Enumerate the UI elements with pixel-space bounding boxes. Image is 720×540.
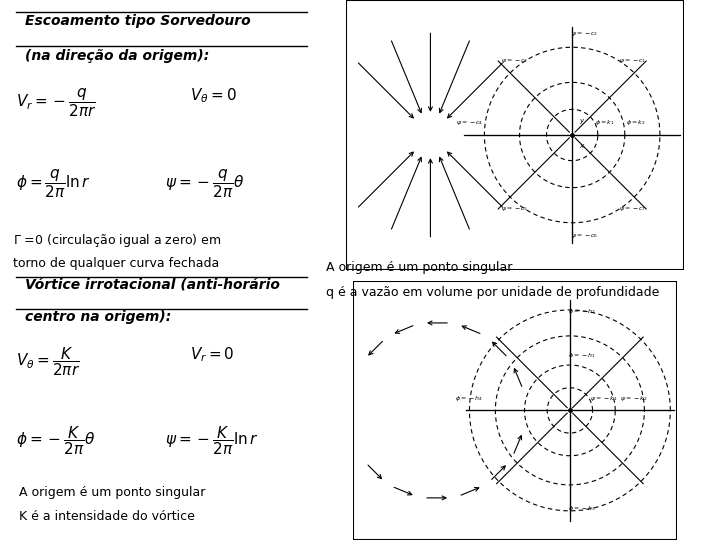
Text: $\phi=k_1$: $\phi=k_1$ xyxy=(595,118,614,127)
Text: Vórtice irrotacional (anti-horário: Vórtice irrotacional (anti-horário xyxy=(25,278,280,292)
Text: $\psi=-c_3$: $\psi=-c_3$ xyxy=(501,57,528,65)
Text: $V_r = 0$: $V_r = 0$ xyxy=(190,346,235,365)
Text: $y$: $y$ xyxy=(579,117,585,126)
Text: $\psi=-c_1$: $\psi=-c_1$ xyxy=(619,57,647,65)
Text: $\psi = -\dfrac{K}{2\pi}\ln r$: $\psi = -\dfrac{K}{2\pi}\ln r$ xyxy=(165,424,258,457)
Text: $\psi=-c_4$: $\psi=-c_4$ xyxy=(456,119,483,127)
Text: $V_r = -\dfrac{q}{2\pi r}$: $V_r = -\dfrac{q}{2\pi r}$ xyxy=(16,86,96,119)
Text: K é a intensidade do vórtice: K é a intensidade do vórtice xyxy=(19,510,195,523)
Text: $\psi=-k_2$: $\psi=-k_2$ xyxy=(620,394,647,403)
Text: $\phi=-h_2$: $\phi=-h_2$ xyxy=(567,307,595,316)
Text: A origem é um ponto singular: A origem é um ponto singular xyxy=(19,486,205,499)
Text: q é a vazão em volume por unidade de profundidade: q é a vazão em volume por unidade de pro… xyxy=(326,286,660,299)
Text: Escoamento tipo Sorvedouro: Escoamento tipo Sorvedouro xyxy=(25,14,251,28)
Text: A origem é um ponto singular: A origem é um ponto singular xyxy=(326,261,513,274)
Text: $V_{\theta} = 0$: $V_{\theta} = 0$ xyxy=(190,86,237,105)
Text: $\psi=-c_7$: $\psi=-c_7$ xyxy=(619,205,647,213)
Text: $\psi=-c_2$: $\psi=-c_2$ xyxy=(571,30,598,38)
Text: $\phi=-h_1$: $\phi=-h_1$ xyxy=(567,351,595,360)
Text: $\psi = -\dfrac{q}{2\pi}\theta$: $\psi = -\dfrac{q}{2\pi}\theta$ xyxy=(165,167,244,200)
Text: $V_{\theta} = \dfrac{K}{2\pi r}$: $V_{\theta} = \dfrac{K}{2\pi r}$ xyxy=(16,346,80,379)
Text: $\psi=-c_5$: $\psi=-c_5$ xyxy=(501,205,528,213)
Text: $\psi=-c_6$: $\psi=-c_6$ xyxy=(571,232,598,240)
Text: centro na origem):: centro na origem): xyxy=(25,310,171,325)
Text: $x$: $x$ xyxy=(579,141,585,150)
Text: $\phi = \dfrac{q}{2\pi}\ln r$: $\phi = \dfrac{q}{2\pi}\ln r$ xyxy=(16,167,91,200)
Text: $\phi = -\dfrac{K}{2\pi}\theta$: $\phi = -\dfrac{K}{2\pi}\theta$ xyxy=(16,424,95,457)
Text: $\Gamma$ =0 (circulação igual a zero) em: $\Gamma$ =0 (circulação igual a zero) em xyxy=(13,232,221,249)
Text: torno de qualquer curva fechada: torno de qualquer curva fechada xyxy=(13,256,219,269)
Text: $\psi=-k_1$: $\psi=-k_1$ xyxy=(590,394,617,403)
Text: (na direção da origem):: (na direção da origem): xyxy=(25,49,210,63)
Text: $\phi=-h_4$: $\phi=-h_4$ xyxy=(456,394,483,403)
Text: $\phi=k_2$: $\phi=k_2$ xyxy=(626,118,646,127)
Text: $\phi=-h_3$: $\phi=-h_3$ xyxy=(567,504,595,514)
